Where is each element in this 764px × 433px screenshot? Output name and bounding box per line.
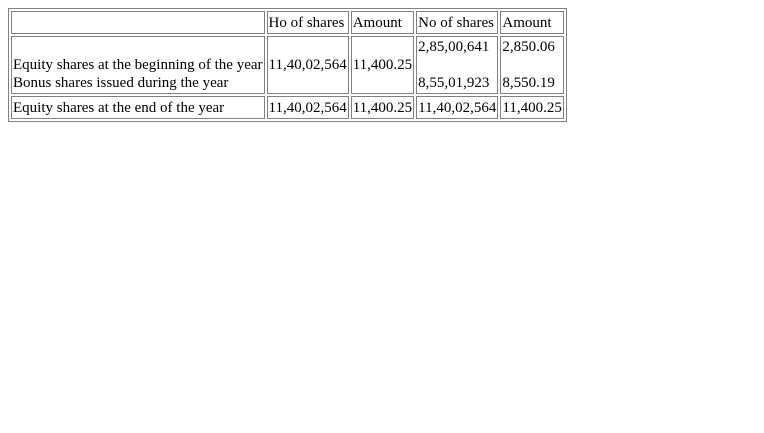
opening-current-shares: 11,40,02,564 (268, 57, 347, 73)
opening-label: Equity shares at the beginning of the ye… (13, 57, 263, 73)
header-cell-prior-shares: No of shares (416, 11, 499, 34)
equity-shares-table: Ho of shares Amount No of shares Amount … (8, 8, 567, 122)
closing-prior-amount: 11,400.25 (500, 96, 564, 119)
prior-shares-cell: 2,85,00,641 8,55,01,923 (416, 36, 499, 94)
shares-table-container: Ho of shares Amount No of shares Amount … (8, 8, 567, 122)
closing-label: Equity shares at the end of the year (11, 96, 265, 119)
bonus-prior-shares: 8,55,01,923 (418, 75, 490, 91)
movement-labels-cell: Equity shares at the beginning of the ye… (11, 36, 265, 94)
opening-current-amount: 11,400.25 (352, 57, 413, 73)
closing-current-shares: 11,40,02,564 (266, 96, 349, 119)
bonus-prior-amount: 8,550.19 (502, 75, 555, 91)
header-cell-prior-amount: Amount (500, 11, 564, 34)
header-cell-current-amount: Amount (350, 11, 415, 34)
header-cell-current-shares: Ho of shares (266, 11, 349, 34)
header-cell-blank (11, 11, 265, 34)
table-row-movements: Equity shares at the beginning of the ye… (11, 36, 564, 94)
opening-prior-shares: 2,85,00,641 (418, 39, 490, 55)
table-header-row: Ho of shares Amount No of shares Amount (11, 11, 564, 34)
opening-current-shares-cell: 11,40,02,564 (266, 36, 349, 94)
closing-prior-shares: 11,40,02,564 (416, 96, 499, 119)
prior-amount-cell: 2,850.06 8,550.19 (500, 36, 564, 94)
closing-current-amount: 11,400.25 (350, 96, 415, 119)
opening-current-amount-cell: 11,400.25 (350, 36, 415, 94)
opening-prior-amount: 2,850.06 (502, 39, 555, 55)
bonus-label: Bonus shares issued during the year (13, 75, 229, 91)
table-row-closing: Equity shares at the end of the year 11,… (11, 96, 564, 119)
